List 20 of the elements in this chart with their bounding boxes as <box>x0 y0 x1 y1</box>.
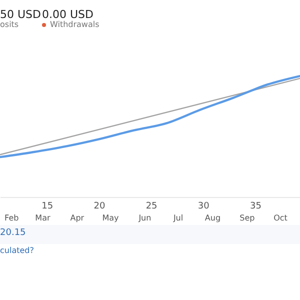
text: 0.00 USD <box>42 8 94 21</box>
text: osits <box>0 20 19 29</box>
text: 20.15 <box>0 228 26 238</box>
x2-tick-label: Mar <box>35 214 51 222</box>
x2-tick-label: Aug <box>204 214 221 222</box>
text: Withdrawals <box>50 20 100 29</box>
x-tick-label: 15 <box>42 202 54 212</box>
x2-tick-label: Sep <box>240 214 255 222</box>
x2-tick-label: Jul <box>172 214 184 222</box>
text: culated? <box>0 246 34 255</box>
x-tick-label: 20 <box>94 202 106 212</box>
x-tick-label: 25 <box>146 202 158 212</box>
x2-tick-label: Apr <box>70 214 85 222</box>
x2-tick-label: Feb <box>4 214 19 222</box>
text: 50 USD <box>0 8 41 21</box>
x2-tick-label: Oct <box>274 214 288 222</box>
x2-tick-label: Jun <box>138 214 152 222</box>
x-tick-label: 30 <box>198 202 210 212</box>
x-tick-label: 35 <box>250 202 262 212</box>
x2-tick-label: May <box>102 214 120 222</box>
